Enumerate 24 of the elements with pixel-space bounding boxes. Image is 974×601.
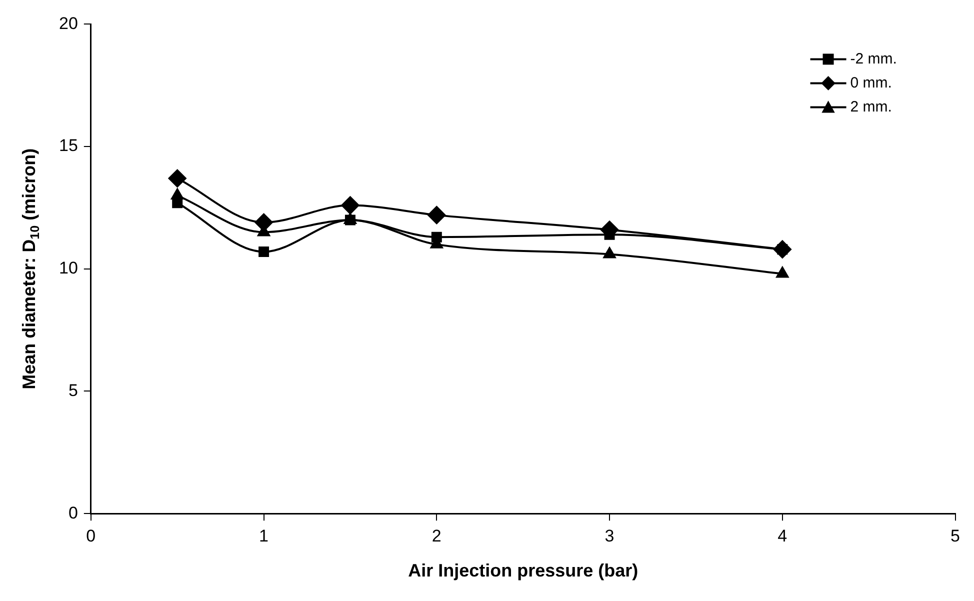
x-tick-label: 3 bbox=[604, 526, 614, 546]
y-tick-label: 20 bbox=[58, 14, 78, 33]
y-tick-label: 0 bbox=[68, 503, 78, 522]
x-tick-label: 1 bbox=[259, 526, 269, 546]
x-axis-title: Air Injection pressure (bar) bbox=[408, 560, 638, 581]
y-tick-label: 5 bbox=[68, 380, 78, 400]
x-tick-label: 0 bbox=[86, 526, 96, 546]
point bbox=[428, 206, 446, 224]
legend-label: -2 mm. bbox=[850, 50, 897, 68]
y-tick-label: 15 bbox=[58, 136, 78, 156]
point bbox=[254, 213, 273, 232]
point bbox=[431, 232, 442, 242]
point bbox=[603, 247, 616, 258]
legend-label: 0 mm. bbox=[850, 74, 892, 92]
y-tick-label: 10 bbox=[58, 258, 78, 278]
y-axis-title: Mean diameter: D10 (micron) bbox=[18, 148, 42, 390]
x-tick-label: 4 bbox=[778, 526, 788, 546]
legend-label: 2 mm. bbox=[850, 98, 892, 116]
x-tick-label: 2 bbox=[432, 526, 442, 546]
point bbox=[776, 266, 789, 278]
point bbox=[168, 169, 186, 188]
point bbox=[341, 196, 360, 214]
point bbox=[258, 246, 270, 258]
x-tick-label: 5 bbox=[950, 526, 960, 546]
